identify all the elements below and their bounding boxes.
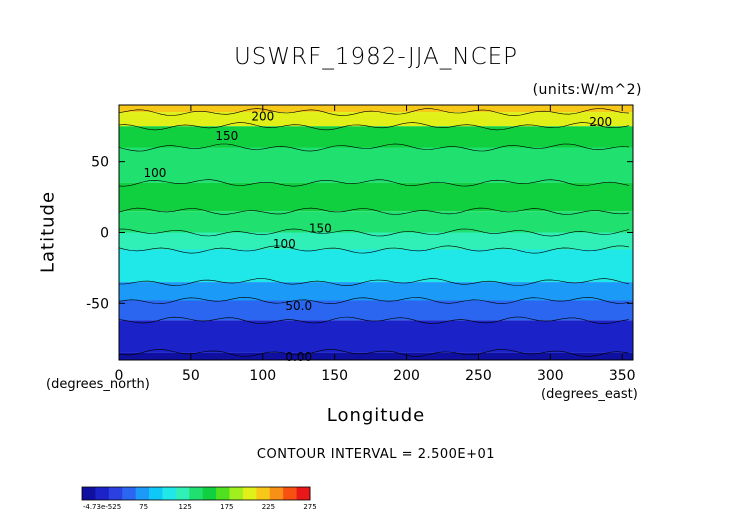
x-tick-label: 100 bbox=[249, 368, 276, 384]
colorbar-swatch bbox=[269, 487, 284, 500]
colorbar-label: 75 bbox=[139, 503, 148, 511]
contour-line bbox=[118, 348, 630, 357]
colorbar-swatch bbox=[122, 487, 137, 500]
plot-area bbox=[118, 104, 634, 361]
colorbar-swatch bbox=[189, 487, 204, 500]
y-axis-label: Latitude bbox=[37, 190, 59, 274]
contour-label: 100 bbox=[273, 237, 296, 251]
colorbar-swatch bbox=[216, 487, 231, 500]
contour-label: 50.0 bbox=[285, 299, 312, 313]
contour-label: 150 bbox=[309, 221, 332, 235]
colorbar-swatch bbox=[175, 487, 190, 500]
contour-line bbox=[118, 179, 630, 187]
contour-line bbox=[118, 207, 630, 215]
colorbar-swatch bbox=[82, 487, 96, 500]
contour-label: 200 bbox=[589, 115, 612, 129]
colorbar-label: 125 bbox=[179, 503, 192, 511]
contour-line bbox=[118, 122, 630, 131]
y-tick-label: -50 bbox=[86, 296, 109, 312]
latitude-band bbox=[119, 300, 633, 321]
colorbar: -4.73e-525 75 125 175 225 275 bbox=[81, 486, 317, 511]
contour-label: 0.00 bbox=[285, 350, 312, 364]
colorbar-swatch bbox=[296, 487, 311, 500]
x-tick-label: 50 bbox=[182, 368, 200, 384]
contour-line bbox=[118, 296, 630, 305]
contour-label: 150 bbox=[215, 129, 238, 143]
latitude-band bbox=[119, 249, 633, 283]
y-tick-label: 50 bbox=[91, 155, 109, 171]
colorbar-swatch bbox=[135, 487, 150, 500]
latitude-band bbox=[119, 352, 633, 360]
latitude-band bbox=[119, 211, 633, 233]
contour-labels: 200 150 100 150 100 50.0 0.00 200 bbox=[143, 109, 612, 364]
latitude-band bbox=[119, 105, 633, 113]
contour-line bbox=[119, 228, 630, 237]
colorbar-swatch bbox=[242, 487, 257, 500]
contour-line bbox=[118, 278, 630, 286]
colorbar-swatch bbox=[202, 487, 217, 500]
chart-title: USWRF_1982-JJA_NCEP bbox=[233, 44, 519, 70]
colorbar-label: 225 bbox=[262, 503, 275, 511]
colorbar-swatch bbox=[108, 487, 123, 500]
colorbar-swatch bbox=[229, 487, 244, 500]
contour-interval-text: CONTOUR INTERVAL = 2.500E+01 bbox=[256, 447, 496, 462]
x-tick-label: 0 bbox=[115, 368, 124, 384]
contour-label: 100 bbox=[143, 166, 166, 180]
contour-line bbox=[118, 143, 630, 152]
latitude-band bbox=[119, 126, 633, 148]
contour-line bbox=[118, 108, 630, 116]
contour-line bbox=[118, 316, 630, 325]
units-label: (units:W/m^2) bbox=[532, 82, 642, 98]
contour-line bbox=[118, 245, 630, 254]
colorbar-swatch bbox=[149, 487, 163, 500]
latitude-band bbox=[119, 147, 633, 183]
x-tick-label: 250 bbox=[465, 368, 492, 384]
latitude-band bbox=[119, 182, 633, 212]
colorbar-swatch bbox=[162, 487, 177, 500]
x-unit-label: (degrees_east) bbox=[541, 387, 638, 402]
colorbar-frame bbox=[81, 486, 311, 501]
colorbar-label: -4.73e-525 bbox=[83, 503, 121, 511]
latitude-band bbox=[119, 282, 633, 301]
x-axis-label: Longitude bbox=[326, 405, 426, 426]
colorbar-label: 275 bbox=[303, 503, 316, 511]
y-unit-label: (degrees_north) bbox=[46, 377, 150, 392]
latitude-band bbox=[119, 112, 633, 127]
x-tick-label: 150 bbox=[321, 368, 348, 384]
colorbar-swatch bbox=[283, 487, 298, 500]
y-tick-label: 0 bbox=[100, 226, 109, 242]
colorbar-label: 175 bbox=[220, 503, 233, 511]
colorbar-swatch bbox=[256, 487, 271, 500]
latitude-band bbox=[119, 320, 633, 353]
x-tick-label: 300 bbox=[537, 368, 564, 384]
contour-label: 200 bbox=[251, 109, 274, 123]
x-tick-label: 350 bbox=[609, 368, 636, 384]
x-tick-label: 200 bbox=[393, 368, 420, 384]
axis-ticks: 0 50 100 150 200 250 300 350 50 0 -50 bbox=[86, 105, 636, 384]
colorbar-swatch bbox=[95, 487, 110, 500]
latitude-band bbox=[119, 232, 633, 250]
